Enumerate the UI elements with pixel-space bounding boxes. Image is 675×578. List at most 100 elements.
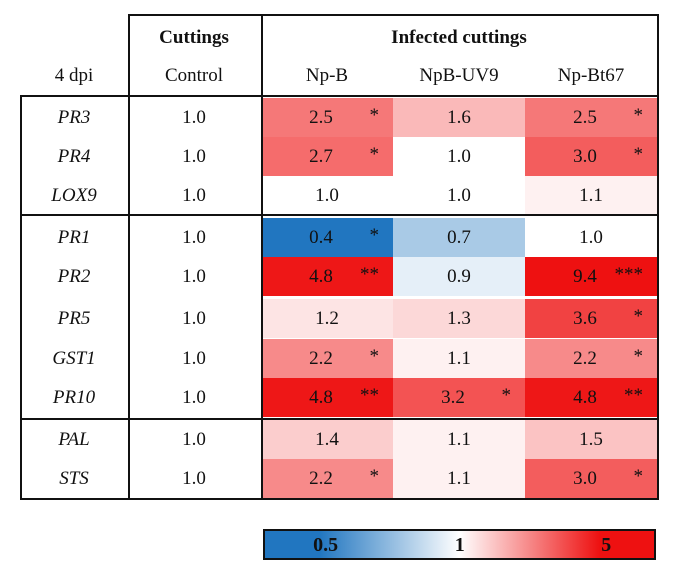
- significance-marker: *: [633, 346, 644, 367]
- cell-value: 4.8: [309, 387, 333, 408]
- significance-marker: *: [369, 346, 380, 367]
- heatmap-cell: [393, 459, 525, 498]
- cell-value: 3.6: [573, 308, 597, 329]
- row-label-gene: PR2: [57, 266, 91, 287]
- cell-value: 9.4: [573, 266, 597, 287]
- column-divider: [261, 14, 263, 500]
- cell-value: 4.8: [309, 266, 333, 287]
- cell-value: 2.5: [309, 107, 333, 128]
- cell-value: 1.1: [447, 429, 471, 450]
- heatmap-cell: [525, 420, 657, 459]
- cell-value: 1.0: [182, 185, 206, 206]
- group-separator: [20, 214, 658, 216]
- heatmap-cell: [525, 257, 657, 296]
- heatmap-cell: [393, 299, 525, 338]
- heatmap-cell: [525, 98, 657, 137]
- color-scale-bar: [263, 529, 656, 560]
- heatmap-cell: [261, 257, 393, 296]
- cell-value: 1.0: [182, 146, 206, 167]
- cell-value: 2.2: [309, 348, 333, 369]
- header-cuttings: Cuttings: [159, 26, 229, 48]
- heatmap-cell: [525, 299, 657, 338]
- cell-value: 0.7: [447, 227, 471, 248]
- heatmap-cell: [393, 137, 525, 176]
- cell-value: 0.4: [309, 227, 333, 248]
- corner-label: 4 dpi: [54, 64, 94, 86]
- column-header: Np-B: [305, 64, 349, 86]
- heatmap-cell: [393, 378, 525, 417]
- cell-value: 1.1: [447, 468, 471, 489]
- cell-value: 1.6: [447, 107, 471, 128]
- column-divider: [128, 14, 130, 500]
- heatmap-cell: [261, 420, 393, 459]
- table-top-border: [128, 14, 658, 16]
- cell-value: 1.0: [315, 185, 339, 206]
- heatmap-cell: [261, 339, 393, 378]
- significance-marker: ***: [614, 264, 644, 285]
- significance-marker: *: [369, 225, 380, 246]
- heatmap-cell: [525, 459, 657, 498]
- cell-value: 1.0: [579, 227, 603, 248]
- header-bottom-border: [20, 95, 658, 97]
- cell-value: 1.0: [447, 146, 471, 167]
- column-header: Control: [164, 64, 224, 86]
- cell-value: 1.1: [447, 348, 471, 369]
- cell-value: 3.0: [573, 146, 597, 167]
- row-label-gene: PR5: [57, 308, 91, 329]
- row-label-gene: PAL: [58, 429, 90, 450]
- cell-value: 3.0: [573, 468, 597, 489]
- column-header: Np-Bt67: [557, 64, 625, 86]
- significance-marker: *: [633, 105, 644, 126]
- heatmap-cell: [261, 378, 393, 417]
- heatmap-cell: [261, 137, 393, 176]
- cell-value: 1.0: [182, 308, 206, 329]
- heatmap-cell: [261, 176, 393, 215]
- row-label-gene: LOX9: [51, 185, 97, 206]
- heatmap-cell: [525, 137, 657, 176]
- heatmap-cell: [261, 98, 393, 137]
- heatmap-cell: [261, 459, 393, 498]
- significance-marker: *: [633, 466, 644, 487]
- heatmap-cell: [393, 218, 525, 257]
- row-label-gene: GST1: [52, 348, 96, 369]
- cell-value: 1.0: [182, 387, 206, 408]
- significance-marker: *: [633, 306, 644, 327]
- cell-value: 1.3: [447, 308, 471, 329]
- cell-value: 1.2: [315, 308, 339, 329]
- row-label-gene: PR4: [57, 146, 91, 167]
- cell-value: 1.0: [182, 227, 206, 248]
- heatmap-cell: [393, 98, 525, 137]
- cell-value: 1.0: [182, 348, 206, 369]
- cell-value: 1.0: [447, 185, 471, 206]
- significance-marker: **: [624, 385, 643, 406]
- heatmap-cell: [525, 176, 657, 215]
- color-scale-label: 0.5: [313, 534, 339, 556]
- row-label-gene: STS: [59, 468, 89, 489]
- row-label-gene: PR10: [52, 387, 96, 408]
- cell-value: 2.7: [309, 146, 333, 167]
- row-label-gene: PR1: [57, 227, 91, 248]
- cell-value: 0.9: [447, 266, 471, 287]
- cell-value: 2.2: [573, 348, 597, 369]
- color-scale-label: 1: [454, 534, 465, 556]
- group-separator: [20, 418, 658, 420]
- heatmap-cell: [525, 339, 657, 378]
- cell-value: 1.5: [579, 429, 603, 450]
- cell-value: 2.2: [309, 468, 333, 489]
- significance-marker: *: [369, 144, 380, 165]
- heatmap-cell: [393, 420, 525, 459]
- column-header: NpB-UV9: [419, 64, 499, 86]
- group-separator: [20, 498, 658, 500]
- cell-value: 1.0: [182, 266, 206, 287]
- heatmap-cell: [393, 339, 525, 378]
- cell-value: 1.1: [579, 185, 603, 206]
- cell-value: 2.5: [573, 107, 597, 128]
- row-label-gene: PR3: [57, 107, 91, 128]
- significance-marker: *: [501, 385, 512, 406]
- heatmap-cell: [525, 378, 657, 417]
- color-scale-label: 5: [601, 534, 612, 556]
- heatmap-cell: [525, 218, 657, 257]
- heatmap-cell: [261, 299, 393, 338]
- heatmap-cell: [393, 176, 525, 215]
